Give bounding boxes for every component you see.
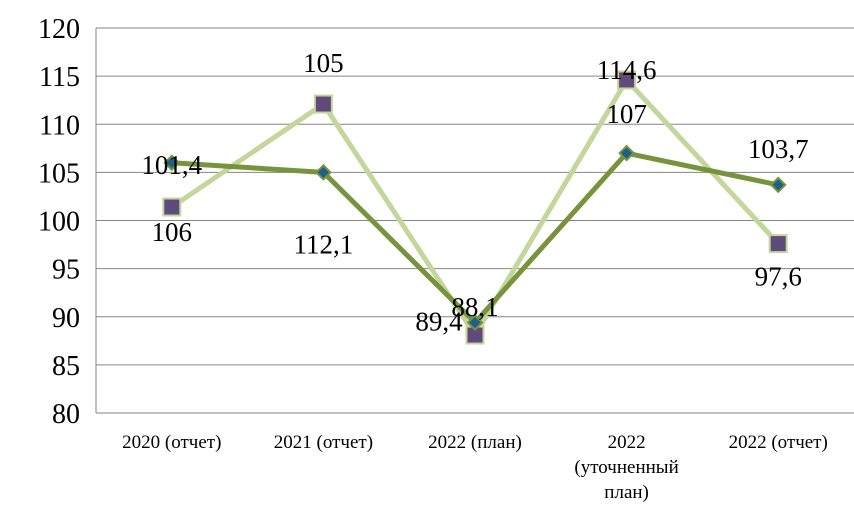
data-label: 112,1 <box>294 229 354 259</box>
x-tick-label: 2022 (отчет) <box>729 432 828 453</box>
diamond-marker <box>466 314 484 331</box>
x-tick-label: 2021 (отчет) <box>274 432 373 453</box>
square-marker <box>617 70 637 90</box>
square-marker <box>768 234 788 254</box>
data-label: 114,6 <box>597 55 657 85</box>
y-tick-label: 120 <box>38 14 80 45</box>
axes <box>95 28 854 414</box>
data-labels: 106 112,1 89,4 107 103,7 101,4 105 88,1 114,6 97,… <box>141 48 808 336</box>
diamond-marker <box>163 154 181 172</box>
y-tick-label: 90 <box>52 303 80 334</box>
y-tick-label: 105 <box>38 158 80 189</box>
x-tick-label: 2022 (уточненный план) <box>574 432 678 503</box>
data-label: 88,1 <box>451 292 498 322</box>
data-label: 89,4 <box>415 307 463 337</box>
data-label: 103,7 <box>748 134 809 164</box>
square-marker <box>313 94 333 114</box>
y-tick-label: 100 <box>38 207 80 238</box>
data-label: 97,6 <box>755 262 802 292</box>
diamond-marker <box>618 144 636 162</box>
x-tick-labels: 2020 (отчет) 2021 (отчет) 2022 (план) 2022(… <box>122 432 828 503</box>
y-tick-labels: 80 85 90 95 100 105 110 115 120 <box>38 14 80 430</box>
square-marker <box>162 197 182 217</box>
diamond-marker <box>314 163 332 181</box>
data-label: 101,4 <box>141 150 202 180</box>
y-tick-label: 115 <box>39 62 80 93</box>
x-tick-label: 2022 (план) <box>428 432 522 453</box>
data-label: 107 <box>606 99 647 129</box>
y-tick-label: 110 <box>39 110 80 141</box>
y-tick-label: 85 <box>52 351 80 382</box>
y-tick-label: 95 <box>52 255 80 286</box>
series-markers <box>162 70 788 345</box>
y-tick-label: 80 <box>52 399 80 430</box>
data-label: 105 <box>303 48 344 78</box>
diamond-marker <box>769 176 787 194</box>
data-label: 106 <box>152 217 193 247</box>
x-tick-label: 2020 (отчет) <box>122 432 221 453</box>
